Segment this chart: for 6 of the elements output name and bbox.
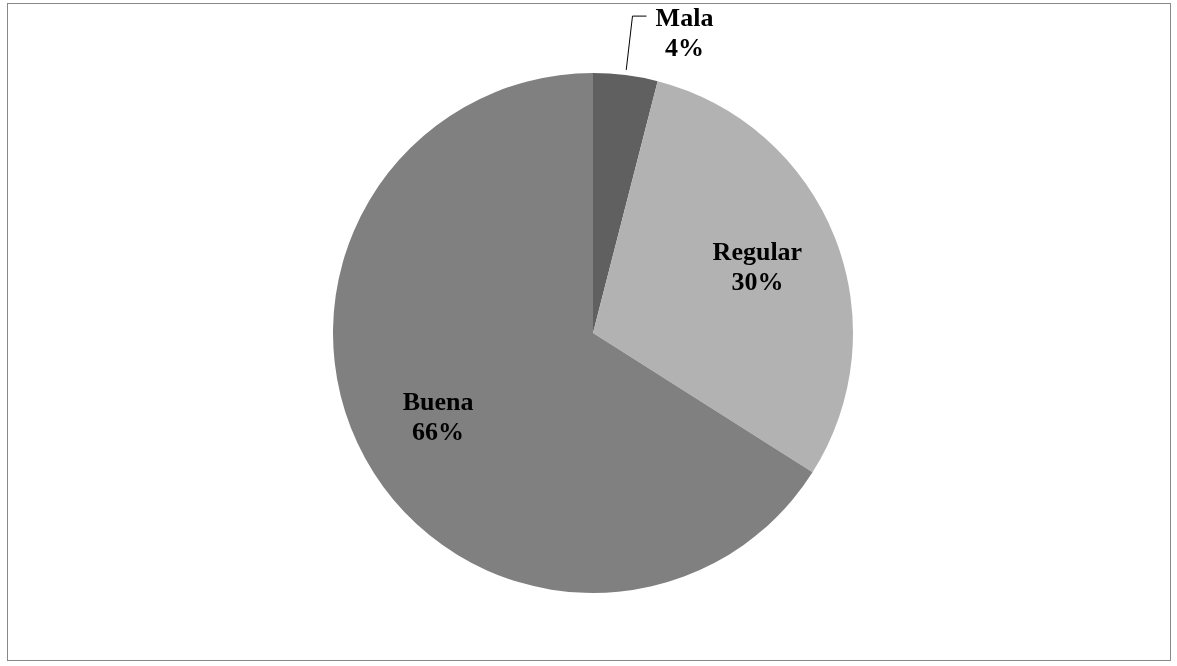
- slice-label: Regular: [712, 236, 803, 266]
- data-label: 66%: [412, 416, 465, 446]
- data-label: 30%: [731, 266, 784, 296]
- slice-label: Buena: [402, 386, 474, 416]
- data-label: 4%: [665, 32, 704, 62]
- slice-label: Mala: [655, 2, 714, 32]
